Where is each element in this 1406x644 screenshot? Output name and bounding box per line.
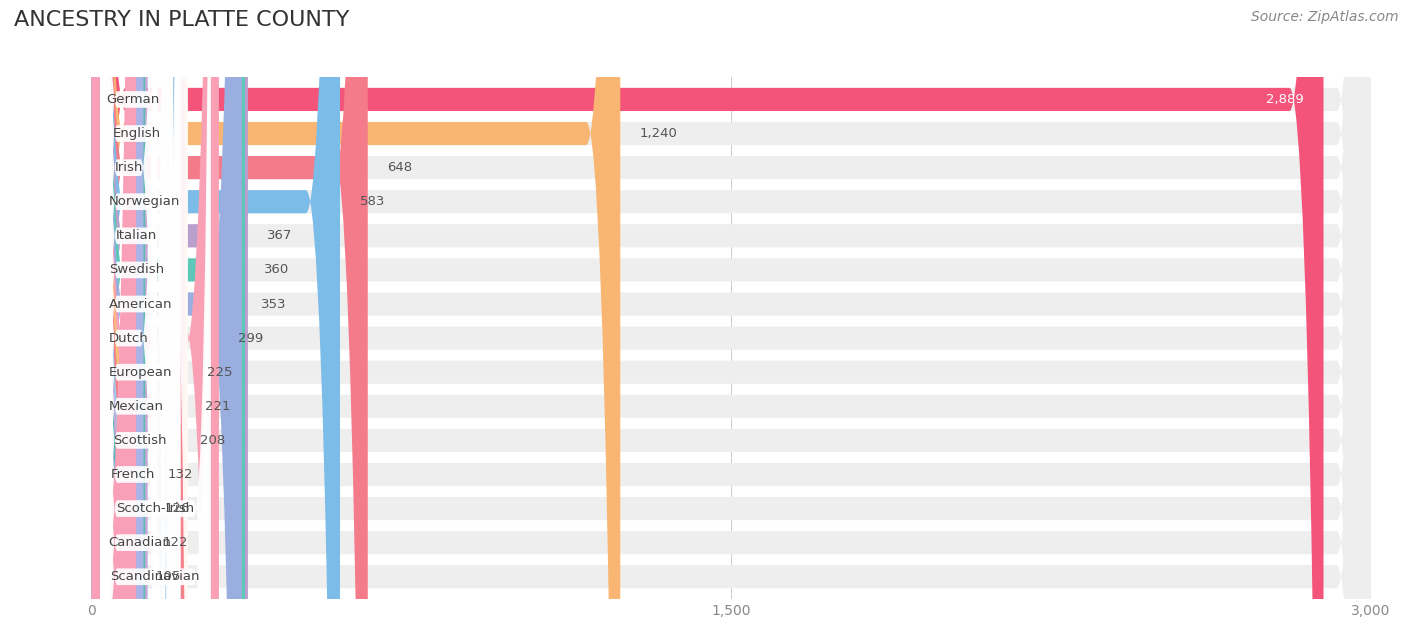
Text: European: European: [108, 366, 172, 379]
Text: English: English: [112, 127, 160, 140]
FancyBboxPatch shape: [91, 0, 186, 644]
FancyBboxPatch shape: [91, 0, 1323, 644]
FancyBboxPatch shape: [100, 0, 173, 644]
Text: 360: 360: [264, 263, 290, 276]
Text: 221: 221: [205, 400, 231, 413]
Text: Scottish: Scottish: [114, 434, 167, 447]
FancyBboxPatch shape: [91, 0, 1371, 644]
FancyBboxPatch shape: [100, 0, 165, 644]
FancyBboxPatch shape: [91, 0, 148, 644]
FancyBboxPatch shape: [100, 0, 157, 644]
Text: 122: 122: [163, 536, 188, 549]
Text: Canadian: Canadian: [108, 536, 172, 549]
FancyBboxPatch shape: [91, 0, 187, 644]
FancyBboxPatch shape: [100, 0, 173, 644]
Text: Irish: Irish: [115, 161, 143, 174]
FancyBboxPatch shape: [91, 0, 136, 644]
Text: 208: 208: [200, 434, 225, 447]
FancyBboxPatch shape: [100, 0, 180, 644]
FancyBboxPatch shape: [91, 0, 1371, 644]
Text: Norwegian: Norwegian: [108, 195, 180, 208]
FancyBboxPatch shape: [91, 0, 1371, 644]
FancyBboxPatch shape: [91, 0, 1371, 644]
Text: Scandinavian: Scandinavian: [111, 570, 200, 583]
FancyBboxPatch shape: [91, 0, 368, 644]
FancyBboxPatch shape: [91, 0, 1371, 644]
Text: 367: 367: [267, 229, 292, 242]
FancyBboxPatch shape: [91, 0, 1371, 644]
FancyBboxPatch shape: [100, 0, 157, 644]
FancyBboxPatch shape: [91, 0, 219, 644]
FancyBboxPatch shape: [91, 0, 143, 644]
FancyBboxPatch shape: [100, 0, 180, 644]
FancyBboxPatch shape: [100, 0, 165, 644]
FancyBboxPatch shape: [100, 0, 180, 644]
FancyBboxPatch shape: [91, 0, 1371, 644]
FancyBboxPatch shape: [100, 0, 188, 644]
FancyBboxPatch shape: [100, 0, 173, 644]
FancyBboxPatch shape: [91, 0, 245, 644]
Text: 2,889: 2,889: [1267, 93, 1303, 106]
Text: 132: 132: [167, 468, 193, 481]
FancyBboxPatch shape: [91, 0, 1371, 644]
FancyBboxPatch shape: [91, 0, 340, 644]
Text: 1,240: 1,240: [640, 127, 678, 140]
Text: 648: 648: [387, 161, 412, 174]
Text: 126: 126: [165, 502, 190, 515]
FancyBboxPatch shape: [91, 0, 1371, 644]
Text: Swedish: Swedish: [108, 263, 165, 276]
Text: Mexican: Mexican: [108, 400, 165, 413]
FancyBboxPatch shape: [91, 0, 242, 644]
Text: ANCESTRY IN PLATTE COUNTY: ANCESTRY IN PLATTE COUNTY: [14, 10, 350, 30]
Text: Source: ZipAtlas.com: Source: ZipAtlas.com: [1251, 10, 1399, 24]
Text: 299: 299: [239, 332, 264, 345]
Text: French: French: [111, 468, 155, 481]
Text: American: American: [108, 298, 172, 310]
FancyBboxPatch shape: [91, 0, 145, 644]
Text: 353: 353: [262, 298, 287, 310]
Text: Italian: Italian: [115, 229, 157, 242]
Text: 105: 105: [156, 570, 181, 583]
FancyBboxPatch shape: [91, 0, 1371, 644]
FancyBboxPatch shape: [91, 0, 1371, 644]
FancyBboxPatch shape: [91, 0, 247, 644]
Text: 583: 583: [360, 195, 385, 208]
FancyBboxPatch shape: [91, 0, 1371, 644]
FancyBboxPatch shape: [91, 0, 180, 644]
Text: 225: 225: [207, 366, 232, 379]
FancyBboxPatch shape: [100, 0, 211, 644]
Text: German: German: [105, 93, 159, 106]
FancyBboxPatch shape: [91, 0, 1371, 644]
FancyBboxPatch shape: [100, 0, 211, 644]
FancyBboxPatch shape: [100, 0, 180, 644]
FancyBboxPatch shape: [91, 0, 620, 644]
FancyBboxPatch shape: [91, 0, 1371, 644]
FancyBboxPatch shape: [91, 0, 1371, 644]
FancyBboxPatch shape: [100, 0, 173, 644]
Text: Scotch-Irish: Scotch-Irish: [117, 502, 194, 515]
Text: Dutch: Dutch: [108, 332, 149, 345]
